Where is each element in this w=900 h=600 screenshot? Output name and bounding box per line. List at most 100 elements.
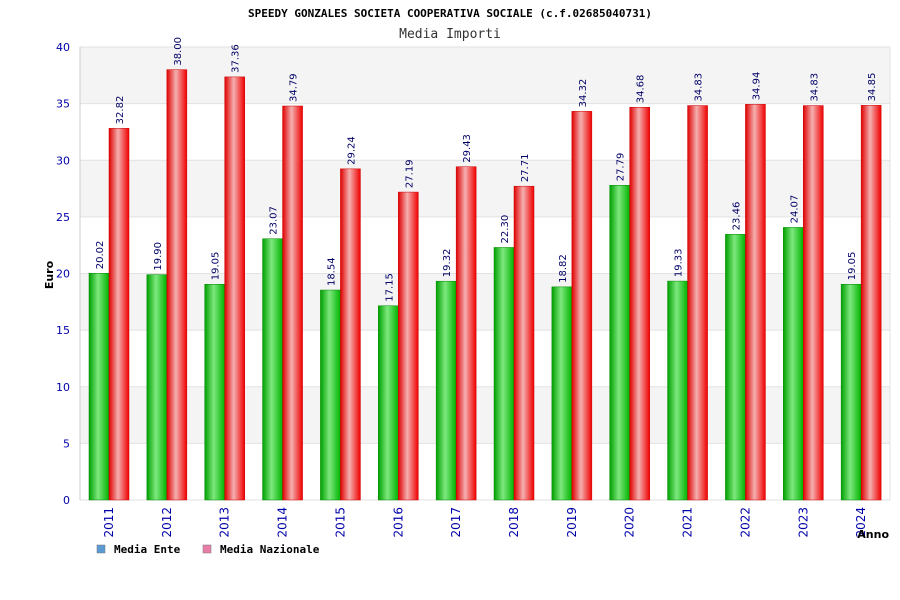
bars	[88, 69, 882, 501]
x-axis-ticks: 2011 2012 2013 2014 2015 2016 2017 2018 2019 2020…	[102, 507, 868, 538]
data-labels: 20.02 32.82 19.90 38.00 19.05 37.36 23.07 34.79…	[95, 37, 878, 302]
plot-band	[80, 273, 890, 331]
data-label-nazionale: 38.00	[173, 37, 184, 66]
bar-nazionale	[687, 105, 708, 501]
data-label-ente: 19.05	[211, 252, 222, 281]
bar-ente	[435, 280, 457, 501]
data-label-nazionale: 29.24	[346, 136, 357, 165]
y-tick-label: 20	[56, 268, 70, 281]
x-axis-label: Anno	[857, 528, 889, 541]
legend-label: Media Ente	[114, 543, 181, 556]
bar-nazionale	[860, 105, 882, 501]
data-label-ente: 23.46	[731, 202, 742, 231]
x-tick-label: 2011	[102, 507, 116, 538]
data-label-nazionale: 34.79	[289, 73, 300, 102]
y-tick-label: 10	[56, 381, 70, 394]
bar-ente	[146, 274, 168, 501]
bar-nazionale	[745, 104, 766, 501]
bar-ente	[320, 289, 341, 501]
data-label-nazionale: 27.19	[404, 159, 415, 188]
y-tick-label: 5	[63, 437, 70, 450]
data-label-ente: 23.07	[269, 206, 280, 235]
legend: Media Ente Media Nazionale	[96, 543, 320, 556]
data-label-ente: 20.02	[95, 241, 106, 270]
data-label-nazionale: 34.94	[751, 72, 762, 101]
plot-band	[80, 386, 890, 444]
bar-nazionale	[513, 185, 535, 501]
bar-nazionale	[282, 105, 303, 501]
bar-ente	[378, 305, 399, 501]
bar-nazionale	[108, 128, 130, 501]
bar-nazionale	[340, 168, 361, 501]
x-tick-label: 2012	[160, 507, 174, 538]
x-tick-label: 2013	[218, 507, 232, 538]
y-tick-label: 25	[56, 211, 70, 224]
bar-ente	[783, 227, 804, 501]
bar-nazionale	[629, 106, 650, 501]
legend-label: Media Nazionale	[220, 543, 320, 556]
bar-ente	[493, 247, 515, 501]
x-tick-label: 2018	[507, 507, 521, 538]
data-label-nazionale: 34.32	[578, 79, 589, 108]
y-tick-label: 35	[56, 98, 70, 111]
data-label-ente: 27.79	[616, 153, 627, 182]
bar-ente	[725, 234, 746, 501]
x-tick-label: 2020	[623, 507, 637, 538]
bar-nazionale	[455, 166, 477, 501]
x-tick-label: 2023	[796, 507, 810, 538]
plot-band	[80, 160, 890, 217]
data-label-nazionale: 34.68	[636, 75, 647, 104]
data-label-ente: 17.15	[384, 273, 395, 302]
data-label-ente: 22.30	[500, 215, 511, 244]
legend-swatch	[96, 544, 106, 554]
x-tick-label: 2019	[565, 507, 579, 538]
data-label-nazionale: 37.36	[231, 44, 242, 73]
data-label-ente: 19.90	[153, 242, 164, 271]
data-label-ente: 19.05	[847, 252, 858, 281]
plot-band	[80, 216, 890, 274]
x-tick-label: 2024	[854, 507, 868, 538]
bar-ente	[262, 238, 283, 501]
plot-band	[80, 443, 890, 500]
x-tick-label: 2016	[391, 507, 405, 538]
bar-ente	[667, 280, 688, 501]
plot-band	[80, 47, 890, 104]
x-tick-label: 2021	[681, 507, 695, 538]
x-tick-label: 2015	[333, 507, 347, 538]
bar-ente	[609, 185, 630, 501]
x-tick-label: 2017	[449, 507, 463, 538]
data-label-ente: 18.82	[558, 254, 569, 283]
data-label-nazionale: 29.43	[462, 134, 473, 163]
y-axis-label: Euro	[43, 260, 56, 289]
x-tick-label: 2014	[276, 507, 290, 538]
bar-nazionale	[571, 111, 593, 501]
bar-nazionale	[166, 69, 188, 501]
y-axis-ticks: 0 5 10 15 20 25 30 35 40	[56, 41, 70, 507]
y-tick-label: 30	[56, 154, 70, 167]
x-tick-label: 2022	[738, 507, 752, 538]
chart-subtitle: Media Importi	[399, 27, 501, 42]
data-label-nazionale: 34.83	[694, 73, 705, 102]
data-label-ente: 18.54	[326, 257, 337, 286]
bar-ente	[88, 273, 110, 501]
bar-ente	[551, 286, 573, 501]
y-tick-label: 0	[63, 494, 70, 507]
data-label-nazionale: 34.85	[867, 73, 878, 102]
y-tick-label: 40	[56, 41, 70, 54]
data-label-nazionale: 34.83	[809, 73, 820, 102]
data-label-nazionale: 32.82	[115, 96, 126, 125]
chart-title: SPEEDY GONZALES SOCIETA COOPERATIVA SOCI…	[248, 7, 652, 20]
bar-ente	[840, 284, 862, 501]
bar-ente	[204, 284, 225, 501]
plot-band	[80, 330, 890, 387]
bar-nazionale	[398, 191, 419, 501]
bar-nazionale	[803, 105, 824, 501]
legend-swatch	[202, 544, 212, 554]
data-label-ente: 19.33	[674, 248, 685, 277]
data-label-ente: 24.07	[789, 195, 800, 224]
data-label-nazionale: 27.71	[520, 154, 531, 183]
plot-band	[80, 103, 890, 161]
data-label-ente: 19.32	[442, 249, 453, 278]
bar-nazionale	[224, 76, 245, 501]
